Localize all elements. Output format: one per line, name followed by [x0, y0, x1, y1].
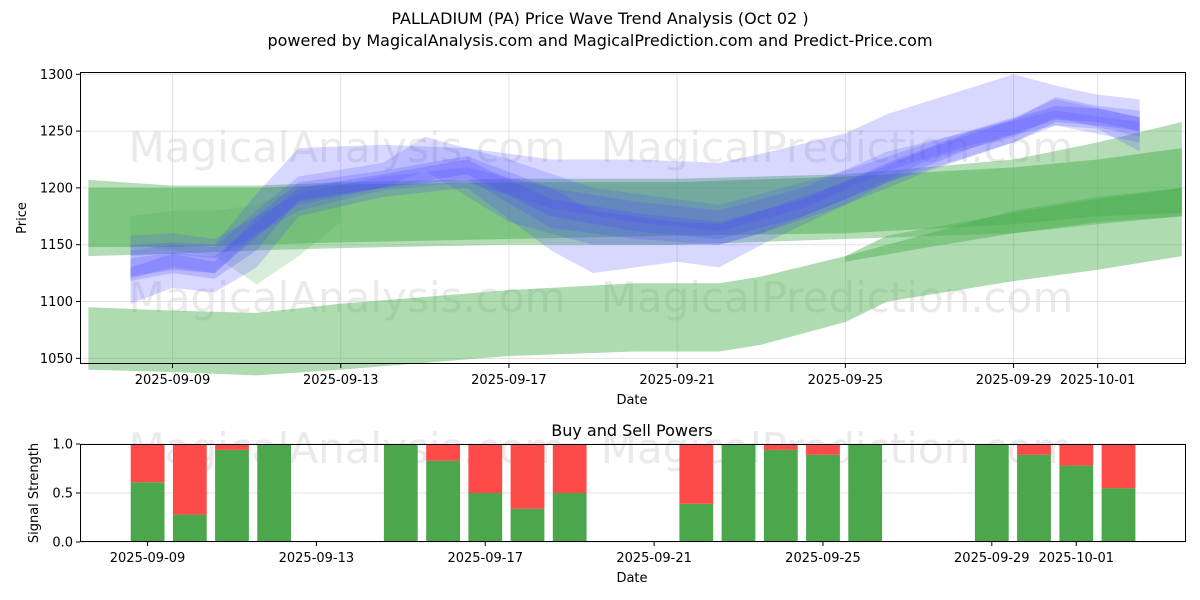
green-band-early [130, 182, 341, 285]
signal-y-tick-label: 0.5 [52, 487, 73, 502]
sell-bar [679, 444, 714, 504]
buy-bar [974, 444, 1009, 542]
blue-band-5 [130, 110, 1140, 259]
buy-bar [721, 444, 756, 542]
sell-bar [1059, 444, 1094, 466]
signal-y-tick-label: 0.0 [52, 536, 73, 551]
price-y-tick-label: 1200 [40, 181, 73, 196]
sell-bar [215, 444, 249, 450]
price-x-tick-label: 2025-09-21 [639, 373, 715, 388]
sell-bar [763, 444, 798, 450]
chart-title: PALLADIUM (PA) Price Wave Trend Analysis… [391, 9, 809, 28]
signal-y-tick-label: 1.0 [52, 438, 73, 453]
green-band-lower-wide [88, 187, 1182, 376]
sell-bar [806, 444, 840, 455]
price-watermarks: MagicalAnalysis.com MagicalPrediction.com… [129, 123, 1074, 322]
signal-x-ticks: 2025-09-09 2025-09-13 2025-09-17 2025-09-21… [110, 542, 1114, 566]
sell-bar [426, 444, 460, 461]
buy-bar [257, 444, 292, 542]
buy-bar [172, 514, 207, 542]
buy-bar [552, 493, 587, 542]
signal-x-tick-label: 2025-09-21 [616, 551, 692, 566]
price-x-ticks: 2025-09-09 2025-09-13 2025-09-17 2025-09-21… [135, 364, 1136, 388]
signal-plot-frame [80, 444, 1186, 542]
signal-x-tick-label: 2025-09-17 [447, 551, 523, 566]
buy-bar [1017, 454, 1051, 542]
watermark-text: MagicalAnalysis.com [129, 273, 566, 322]
price-x-tick-label: 2025-09-17 [471, 373, 547, 388]
watermark-text: MagicalAnalysis.com [129, 123, 566, 172]
price-x-tick-label: 2025-09-25 [808, 373, 884, 388]
sell-bar [172, 444, 207, 515]
buy-bar [763, 449, 798, 542]
signal-y-ticks: 0.0 0.5 1.0 [52, 438, 80, 551]
price-x-tick-label: 2025-09-09 [135, 373, 211, 388]
price-x-tick-label: 2025-09-13 [303, 373, 379, 388]
watermark-text: MagicalPrediction.com [601, 273, 1074, 322]
green-band-mid [88, 148, 1182, 247]
buy-bar [510, 508, 545, 542]
buy-bar [215, 449, 249, 542]
buy-bar [806, 454, 840, 542]
sell-bar [1101, 444, 1136, 489]
buy-bar [1059, 465, 1094, 542]
price-y-tick-label: 1150 [40, 238, 73, 253]
price-x-tick-label: 2025-09-29 [976, 373, 1052, 388]
price-plot-frame [80, 72, 1186, 364]
blue-band-3 [130, 99, 1140, 279]
sell-bar [552, 444, 587, 493]
buy-bar [848, 444, 883, 542]
signal-x-tick-label: 2025-09-09 [110, 551, 186, 566]
blue-band-1 [130, 74, 1140, 282]
buy-bar [383, 444, 418, 542]
sell-bar [1017, 444, 1051, 455]
price-y-tick-label: 1300 [40, 68, 73, 83]
buy-bar [679, 503, 714, 542]
blue-band-2 [130, 97, 1140, 304]
signal-bars [130, 444, 1136, 542]
signal-x-tick-label: 2025-09-13 [279, 551, 355, 566]
sell-bar [130, 444, 165, 483]
green-band-right [845, 187, 1182, 262]
price-y-tick-label: 1050 [40, 352, 73, 367]
price-x-tick-label: 2025-10-01 [1060, 373, 1136, 388]
price-y-ticks: 1050 1100 1150 1200 1250 1300 [40, 68, 80, 367]
signal-x-tick-label: 2025-09-29 [954, 551, 1030, 566]
buy-bar [426, 460, 460, 542]
signal-x-axis-label: Date [616, 571, 647, 586]
sell-bar [510, 444, 545, 509]
signal-x-tick-label: 2025-10-01 [1038, 551, 1114, 566]
buy-bar [1101, 488, 1136, 542]
watermark-text: MagicalPrediction.com [601, 123, 1074, 172]
signal-chart-title: Buy and Sell Powers [551, 421, 713, 440]
price-y-axis-label: Price [15, 202, 30, 234]
price-bands [88, 74, 1182, 376]
price-wave-chart: MagicalAnalysis.com MagicalPrediction.com… [15, 68, 1186, 408]
signal-y-axis-label: Signal Strength [27, 443, 42, 543]
chart-subtitle: powered by MagicalAnalysis.com and Magic… [267, 31, 933, 50]
price-x-axis-label: Date [616, 393, 647, 408]
buy-bar [130, 482, 165, 542]
buy-bar [468, 493, 503, 542]
price-y-tick-label: 1250 [40, 125, 73, 140]
signal-x-tick-label: 2025-09-25 [785, 551, 861, 566]
price-y-tick-label: 1100 [40, 295, 73, 310]
buy-sell-chart: MagicalAnalysis.comMagicalPrediction.com… [27, 421, 1186, 586]
sell-bar [468, 444, 503, 493]
blue-band-4 [130, 106, 1140, 277]
